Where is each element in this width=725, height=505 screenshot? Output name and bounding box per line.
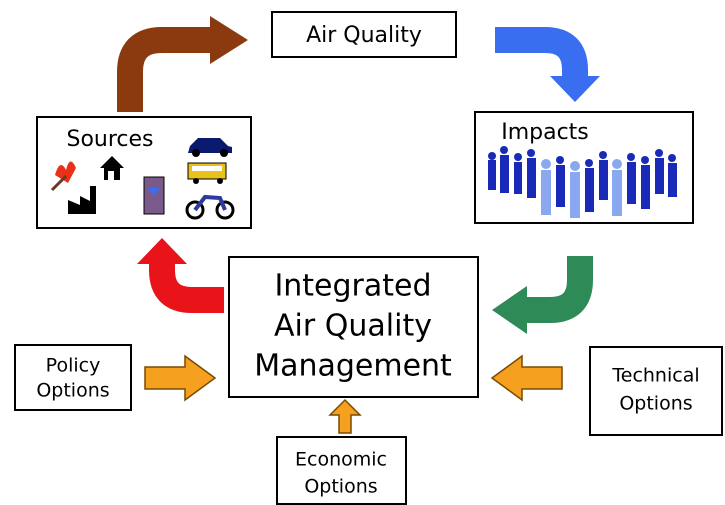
technical-label: Options xyxy=(619,393,692,415)
policy-box xyxy=(14,344,132,411)
economic-label: Options xyxy=(304,476,377,498)
crowd-icon xyxy=(488,146,677,218)
arrow-management-to-sources xyxy=(137,238,224,313)
arrow-impacts-to-management xyxy=(492,256,593,334)
policy-label: Policy xyxy=(46,355,101,377)
policy-label: Options xyxy=(36,380,109,402)
management-box xyxy=(228,256,479,398)
economic-label: Economic xyxy=(295,449,387,471)
arrow-policy xyxy=(144,354,217,402)
management-label: Integrated xyxy=(274,269,431,304)
impacts-label: Impacts xyxy=(501,120,589,145)
technical-label: Technical xyxy=(611,365,699,387)
arrow-technical xyxy=(490,354,563,402)
arrow-economic xyxy=(328,398,362,434)
technical-box xyxy=(589,346,723,436)
management-label: Management xyxy=(254,349,452,384)
arrow-sources-to-air xyxy=(117,16,248,112)
arrow-air-to-impacts xyxy=(495,27,600,102)
management-label: Air Quality xyxy=(274,309,432,344)
air-quality-label: Air Quality xyxy=(306,23,422,48)
economic-box xyxy=(276,436,407,505)
air-quality-box xyxy=(271,11,457,58)
source-icons xyxy=(50,138,235,220)
sources-label: Sources xyxy=(66,127,153,152)
